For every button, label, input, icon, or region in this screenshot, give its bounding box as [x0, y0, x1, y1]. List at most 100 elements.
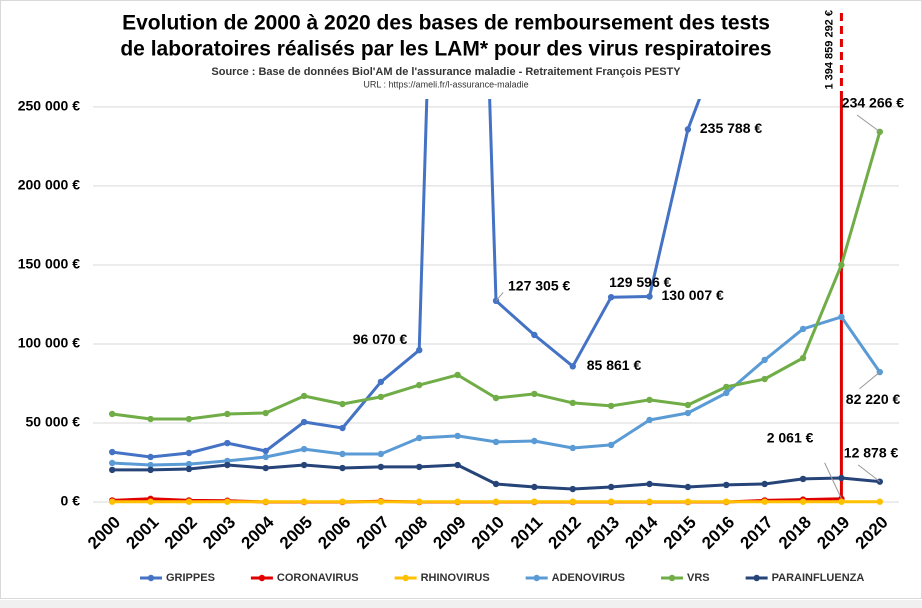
data-point	[108, 459, 116, 467]
data-point	[339, 400, 346, 408]
data-point	[761, 498, 768, 505]
data-point	[684, 401, 692, 409]
data-point	[147, 461, 154, 469]
data-label: 129 596 €	[609, 274, 671, 290]
leader-line	[857, 464, 881, 483]
data-point	[569, 444, 576, 452]
data-point	[185, 460, 193, 468]
legend-marker	[668, 574, 676, 582]
data-point	[646, 416, 653, 424]
data-point	[262, 453, 269, 461]
data-point	[761, 375, 768, 383]
data-point	[147, 415, 154, 423]
data-point	[492, 498, 500, 505]
y-tick-label: 100 000 €	[18, 335, 80, 351]
legend-marker	[147, 574, 155, 582]
leader-line	[495, 292, 504, 302]
data-point	[723, 383, 730, 391]
data-point	[300, 498, 308, 505]
data-point	[531, 390, 538, 398]
y-tick-label: 0 €	[61, 493, 81, 509]
data-point	[108, 410, 116, 418]
data-point	[876, 498, 884, 505]
data-point	[607, 498, 615, 505]
data-point	[377, 463, 385, 471]
data-point	[684, 126, 692, 133]
overlay: 96 070 € 127 305 € 85 861 € 129 596 €130 00…	[140, 8, 904, 584]
data-point	[607, 441, 615, 449]
data-point	[224, 461, 231, 469]
data-point	[607, 293, 615, 301]
data-point	[607, 402, 615, 410]
data-point	[569, 363, 576, 370]
bottom-strip	[0, 600, 922, 608]
data-point	[147, 466, 154, 474]
data-point	[416, 463, 423, 471]
data-point	[799, 475, 807, 483]
data-label: 12 878 €	[844, 444, 899, 460]
data-point	[492, 480, 500, 488]
data-point	[492, 394, 500, 402]
data-point	[416, 346, 423, 354]
data-point	[531, 437, 538, 445]
data-point	[224, 439, 231, 447]
data-label: 127 305 €	[508, 278, 570, 294]
data-point	[838, 313, 845, 321]
data-point	[454, 498, 461, 505]
data-point	[262, 498, 269, 505]
data-point	[339, 450, 346, 458]
legend-label: VRS	[687, 572, 710, 584]
plot	[108, 99, 884, 506]
data-point	[454, 461, 461, 469]
legend-label: RHINOVIRUS	[421, 572, 490, 584]
data-point	[607, 483, 615, 491]
data-point	[531, 483, 538, 491]
data-point	[838, 474, 845, 482]
data-point	[185, 465, 193, 473]
data-point	[723, 498, 730, 505]
data-label: 234 266 €	[842, 94, 904, 110]
data-point	[454, 371, 461, 379]
data-point	[838, 261, 845, 269]
chart-title: Evolution de 2000 à 2020 des bases de re…	[122, 12, 770, 35]
data-label: 235 788 €	[700, 120, 762, 136]
y-tick-label: 150 000 €	[18, 256, 80, 272]
chart-title: de laboratoires réalisés par les LAM* po…	[120, 38, 771, 61]
data-point	[339, 464, 346, 472]
data-point	[300, 418, 308, 426]
data-point	[377, 393, 385, 401]
data-point	[684, 483, 692, 491]
data-point	[799, 325, 807, 333]
data-point	[377, 450, 385, 458]
data-point	[531, 331, 538, 339]
data-point	[761, 356, 768, 364]
data-point	[377, 378, 385, 386]
data-point	[646, 498, 653, 505]
data-point	[185, 498, 193, 505]
leader-line	[859, 371, 881, 390]
leader-line	[856, 114, 881, 133]
data-point	[416, 381, 423, 389]
data-point	[416, 434, 423, 442]
data-point	[224, 498, 231, 505]
legend-marker	[402, 574, 409, 582]
data-point	[684, 409, 692, 417]
data-point	[339, 424, 346, 432]
leader-line	[824, 462, 842, 499]
data-point	[569, 485, 576, 493]
data-point	[147, 498, 154, 505]
y-tick-label: 200 000 €	[18, 177, 80, 193]
data-label: 1 394 859 292 €	[823, 10, 835, 90]
y-tick-label: 50 000 €	[26, 414, 81, 430]
data-point	[300, 445, 308, 453]
legend-marker	[753, 574, 760, 582]
y-tick-label: 250 000 €	[18, 98, 80, 114]
legend-label: GRIPPES	[166, 572, 215, 584]
data-point	[262, 464, 269, 472]
data-label: 82 220 €	[846, 391, 901, 407]
data-point	[761, 480, 768, 488]
data-point	[185, 415, 193, 423]
data-point	[300, 392, 308, 400]
